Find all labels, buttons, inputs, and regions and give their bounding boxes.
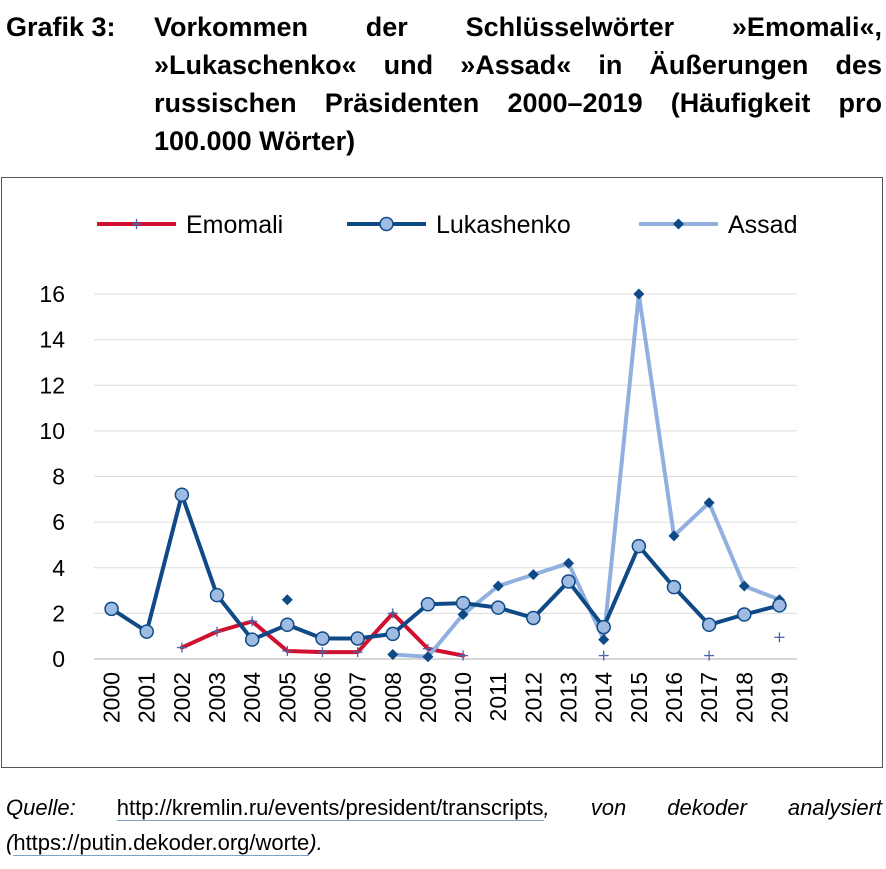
x-tick-label: 2003 — [204, 672, 230, 723]
lukashenko-point — [174, 487, 190, 502]
caption-label: Grafik 3: — [6, 12, 116, 42]
lukashenko-point — [455, 595, 471, 611]
emomali-point — [458, 650, 469, 661]
y-tick-label: 16 — [39, 281, 65, 307]
legend-swatch-marker — [673, 218, 684, 230]
chart-frame: 0 2 4 6 8 10 12 14 16 2000 2001 2002 2003 2004 2005 20… — [1, 177, 883, 768]
x-tick-label: 2000 — [99, 672, 125, 723]
y-tick-label: 0 — [52, 646, 65, 672]
x-tick-label: 2008 — [380, 672, 406, 723]
x-tick-label: 2009 — [415, 672, 441, 723]
lukashenko-point — [315, 631, 330, 646]
lukashenko-point — [701, 617, 717, 633]
emomali-point — [704, 650, 715, 661]
legend-label: Assad — [728, 211, 797, 239]
grid-lines — [94, 293, 797, 660]
lukashenko-point — [631, 538, 647, 554]
x-tick-label: 2019 — [766, 672, 792, 723]
y-tick-label: 4 — [52, 555, 65, 581]
x-tick-label: 2004 — [239, 672, 265, 723]
legend-label: Lukashenko — [436, 211, 571, 239]
x-tick-label: 2017 — [696, 672, 722, 723]
x-tick-label: 2010 — [450, 672, 476, 723]
source-note: Quelle: http://kremlin.ru/events/preside… — [6, 790, 882, 860]
emomali-point — [774, 632, 785, 643]
lukashenko-point — [596, 619, 611, 635]
x-axis-ticks: 2000 2001 2002 2003 2004 2005 2006 2007 2008 2009… — [99, 672, 793, 723]
assad-point — [387, 648, 399, 660]
emomali-point — [247, 616, 258, 627]
lukashenko-point — [139, 624, 154, 639]
x-tick-label: 2007 — [345, 672, 371, 723]
legend-swatch-marker — [131, 219, 142, 229]
series-lines — [109, 292, 782, 659]
source-mid-text: , von dekoder analysiert ( — [6, 795, 882, 855]
assad-point — [422, 651, 434, 663]
lukashenko-point — [772, 598, 787, 613]
lukashenko-point — [561, 574, 576, 589]
legend-label: Emomali — [186, 211, 283, 239]
x-tick-label: 2011 — [485, 672, 511, 721]
y-tick-label: 6 — [52, 509, 65, 535]
assad-point — [527, 569, 539, 581]
lukashenko-point — [666, 579, 682, 595]
emomali-point — [282, 646, 293, 657]
x-tick-label: 2006 — [309, 672, 335, 723]
assad-point — [668, 530, 680, 542]
legend-item-assad: Assad — [639, 211, 797, 239]
y-tick-label: 14 — [39, 327, 65, 353]
legend-item-emomali: Emomali — [97, 211, 283, 239]
y-axis-ticks: 0 2 4 6 8 10 12 14 16 — [39, 281, 65, 672]
lukashenko-point — [280, 617, 295, 633]
y-tick-label: 10 — [39, 418, 65, 444]
y-tick-label: 2 — [52, 600, 65, 626]
emomali-point — [212, 626, 223, 637]
emomali-point — [387, 608, 398, 619]
x-tick-label: 2013 — [556, 672, 582, 723]
x-tick-label: 2018 — [731, 672, 757, 723]
x-tick-label: 2005 — [274, 672, 300, 723]
x-tick-label: 2012 — [520, 672, 546, 723]
legend-swatch-marker — [379, 216, 394, 232]
emomali-point — [598, 650, 609, 661]
series-line-lukashenko — [109, 492, 782, 642]
series-markers — [104, 288, 787, 663]
assad-point — [492, 580, 504, 592]
x-tick-label: 2016 — [661, 672, 687, 723]
assad-point — [598, 634, 610, 646]
x-tick-label: 2015 — [626, 672, 652, 723]
y-tick-label: 8 — [52, 464, 65, 490]
lukashenko-point — [490, 600, 506, 615]
lukashenko-point — [244, 632, 260, 647]
x-tick-label: 2014 — [591, 672, 617, 723]
legend-item-lukashenko: Lukashenko — [347, 211, 571, 239]
lukashenko-point — [420, 597, 436, 612]
assad-point — [281, 594, 293, 606]
lukashenko-point — [104, 601, 119, 617]
assad-point — [633, 288, 645, 300]
assad-point — [703, 497, 715, 509]
emomali-point — [352, 647, 363, 658]
x-tick-label: 2002 — [169, 672, 195, 723]
lukashenko-point — [737, 607, 752, 622]
y-tick-label: 12 — [39, 372, 65, 398]
lukashenko-point — [350, 631, 365, 646]
emomali-point — [176, 642, 187, 653]
emomali-point — [317, 647, 328, 658]
source-link-dekoder[interactable]: https://putin.dekoder.org/worte — [13, 830, 310, 856]
source-label: Quelle: — [6, 795, 76, 820]
x-tick-label: 2001 — [134, 672, 160, 723]
lukashenko-point — [209, 587, 225, 603]
legend: Emomali Lukashenko Assad — [97, 211, 797, 239]
source-link-kremlin[interactable]: http://kremlin.ru/events/president/trans… — [116, 795, 544, 821]
assad-point — [563, 557, 575, 569]
assad-point — [738, 580, 750, 592]
lukashenko-point — [385, 626, 401, 642]
assad-point — [457, 609, 469, 621]
source-end-text: ). — [309, 830, 323, 855]
caption-text: Vorkommen der Schlüsselwörter »Emomali«,… — [154, 12, 882, 156]
lukashenko-point — [526, 610, 541, 626]
